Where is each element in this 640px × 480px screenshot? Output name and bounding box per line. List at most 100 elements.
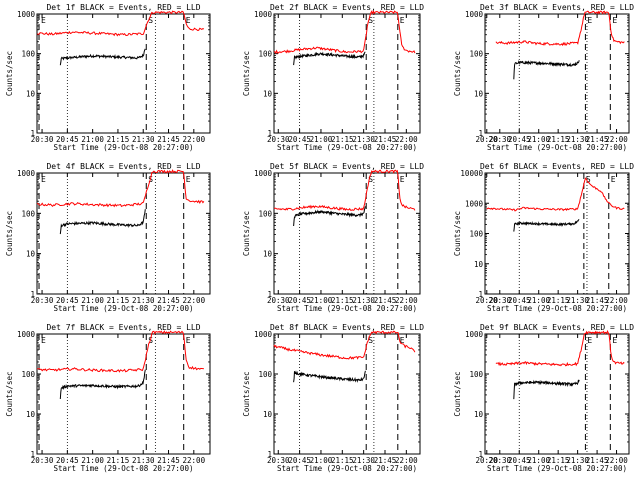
x-tick-label: 21:45: [374, 456, 397, 465]
y-tick-label: 100: [21, 50, 35, 59]
panel-title: Det 1f BLACK = Events, RED = LLD: [46, 3, 200, 12]
y-tick-label: 100: [258, 370, 272, 379]
series-line-events: [513, 218, 580, 232]
x-tick-label: 22:00: [395, 296, 418, 305]
panel-title: Det 8f BLACK = Events, RED = LLD: [270, 323, 424, 332]
flag-label: E: [587, 16, 592, 25]
flag-label: E: [41, 175, 46, 184]
panel-title: Det 9f BLACK = Events, RED = LLD: [480, 323, 634, 332]
x-tick-label: 20:30: [267, 135, 290, 144]
plot-frame: [36, 172, 211, 295]
panel-3: Det 3f BLACK = Events, RED = LLD 1 10 100 10…: [453, 3, 634, 152]
x-tick-label: 21:00: [310, 296, 333, 305]
x-axis-label: Start Time (29-Oct-08 20:27:00): [277, 304, 417, 313]
y-tick-label: 10: [26, 89, 36, 98]
x-axis-label: Start Time (29-Oct-08 20:27:00): [54, 143, 194, 152]
series-line-events: [59, 209, 146, 235]
series-line-events: [513, 379, 580, 400]
y-axis-label: Counts/sec: [453, 371, 462, 416]
x-tick-label: 21:15: [107, 456, 130, 465]
y-axis-label: Counts/sec: [242, 211, 251, 256]
x-tick-label: 21:30: [352, 135, 375, 144]
y-tick-label: 100: [469, 370, 483, 379]
y-tick-label: 1: [30, 129, 35, 138]
y-tick-label: 1000: [254, 169, 273, 178]
y-tick-label: 10: [263, 250, 273, 259]
x-tick-label: 20:45: [288, 456, 311, 465]
y-tick-label: 1: [478, 290, 483, 299]
panel-title: Det 4f BLACK = Events, RED = LLD: [46, 162, 200, 171]
panel-9: Det 9f BLACK = Events, RED = LLD 1 10 100 10…: [453, 323, 634, 473]
plot-frame: [484, 172, 630, 295]
y-tick-label: 1: [478, 129, 483, 138]
series-line-lld: [273, 10, 416, 55]
panel-2: Det 2f BLACK = Events, RED = LLD 1 10 100 10…: [242, 3, 424, 152]
x-tick-label: 22:00: [395, 135, 418, 144]
x-tick-label: 21:15: [107, 135, 130, 144]
plot-frame: [273, 13, 421, 134]
x-tick-label: 21:30: [352, 456, 375, 465]
x-tick-label: 21:45: [157, 296, 180, 305]
x-tick-label: 21:45: [374, 135, 397, 144]
x-tick-label: 20:45: [508, 296, 531, 305]
x-axis-label: Start Time (29-Oct-08 20:27:00): [54, 464, 194, 473]
x-tick-label: 22:00: [605, 296, 628, 305]
x-tick-label: 21:00: [310, 456, 333, 465]
x-tick-label: 21:30: [132, 135, 155, 144]
plot-frame: [36, 13, 211, 134]
flag-label: E: [587, 336, 592, 345]
x-tick-label: 21:15: [331, 296, 354, 305]
y-tick-label: 100: [469, 230, 483, 239]
y-tick-label: 10: [474, 260, 484, 269]
y-tick-label: 1: [30, 450, 35, 459]
x-tick-label: 21:30: [132, 296, 155, 305]
panel-title: Det 6f BLACK = Events, RED = LLD: [480, 162, 634, 171]
x-tick-label: 20:45: [56, 296, 79, 305]
y-tick-label: 1000: [254, 10, 273, 19]
panel-7: Det 7f BLACK = Events, RED = LLD 1 10 100 10…: [5, 323, 211, 473]
series-line-events: [293, 51, 366, 66]
x-axis-label: Start Time (29-Oct-08 20:27:00): [277, 464, 417, 473]
y-axis-label: Counts/sec: [5, 51, 14, 96]
series-line-events: [293, 370, 366, 383]
flag-label: E: [186, 175, 191, 184]
panel-1: Det 1f BLACK = Events, RED = LLD 1 10 100 10…: [5, 3, 211, 152]
flag-label: E: [400, 16, 405, 25]
x-tick-label: 21:15: [547, 456, 570, 465]
x-tick-label: 20:45: [508, 135, 531, 144]
panel-4: Det 4f BLACK = Events, RED = LLD 1 10 100 10…: [5, 162, 211, 313]
series-line-lld: [495, 10, 625, 47]
flag-label: E: [612, 336, 617, 345]
x-tick-label: 21:30: [566, 135, 589, 144]
flag-label: E: [611, 175, 616, 184]
x-tick-label: 21:30: [352, 296, 375, 305]
y-tick-label: 10: [474, 410, 484, 419]
y-tick-label: 1000: [465, 199, 484, 208]
x-tick-label: 20:45: [56, 456, 79, 465]
x-tick-label: 20:20: [476, 456, 499, 465]
y-tick-label: 1000: [17, 330, 36, 339]
flag-label: E: [400, 175, 405, 184]
y-axis-label: Counts/sec: [242, 371, 251, 416]
panel-8: Det 8f BLACK = Events, RED = LLD 1 10 100 10…: [242, 323, 424, 473]
x-tick-label: 21:15: [331, 456, 354, 465]
y-tick-label: 10: [263, 89, 273, 98]
flag-label: S: [148, 336, 153, 345]
x-tick-label: 22:00: [395, 456, 418, 465]
series-line-lld: [36, 330, 204, 373]
x-tick-label: 20:45: [56, 135, 79, 144]
y-tick-label: 1000: [17, 10, 36, 19]
plot-frame: [273, 172, 421, 295]
x-tick-label: 20:30: [267, 296, 290, 305]
x-tick-label: 21:45: [157, 135, 180, 144]
flag-label: S: [368, 336, 373, 345]
y-tick-label: 10: [26, 410, 36, 419]
flag-label: E: [186, 336, 191, 345]
x-tick-label: 20:45: [288, 135, 311, 144]
series-line-events: [293, 206, 366, 227]
y-tick-label: 1000: [17, 169, 36, 178]
series-line-lld: [495, 329, 625, 367]
y-tick-label: 1000: [465, 330, 484, 339]
x-axis-label: Start Time (29-Oct-08 20:27:00): [487, 143, 627, 152]
